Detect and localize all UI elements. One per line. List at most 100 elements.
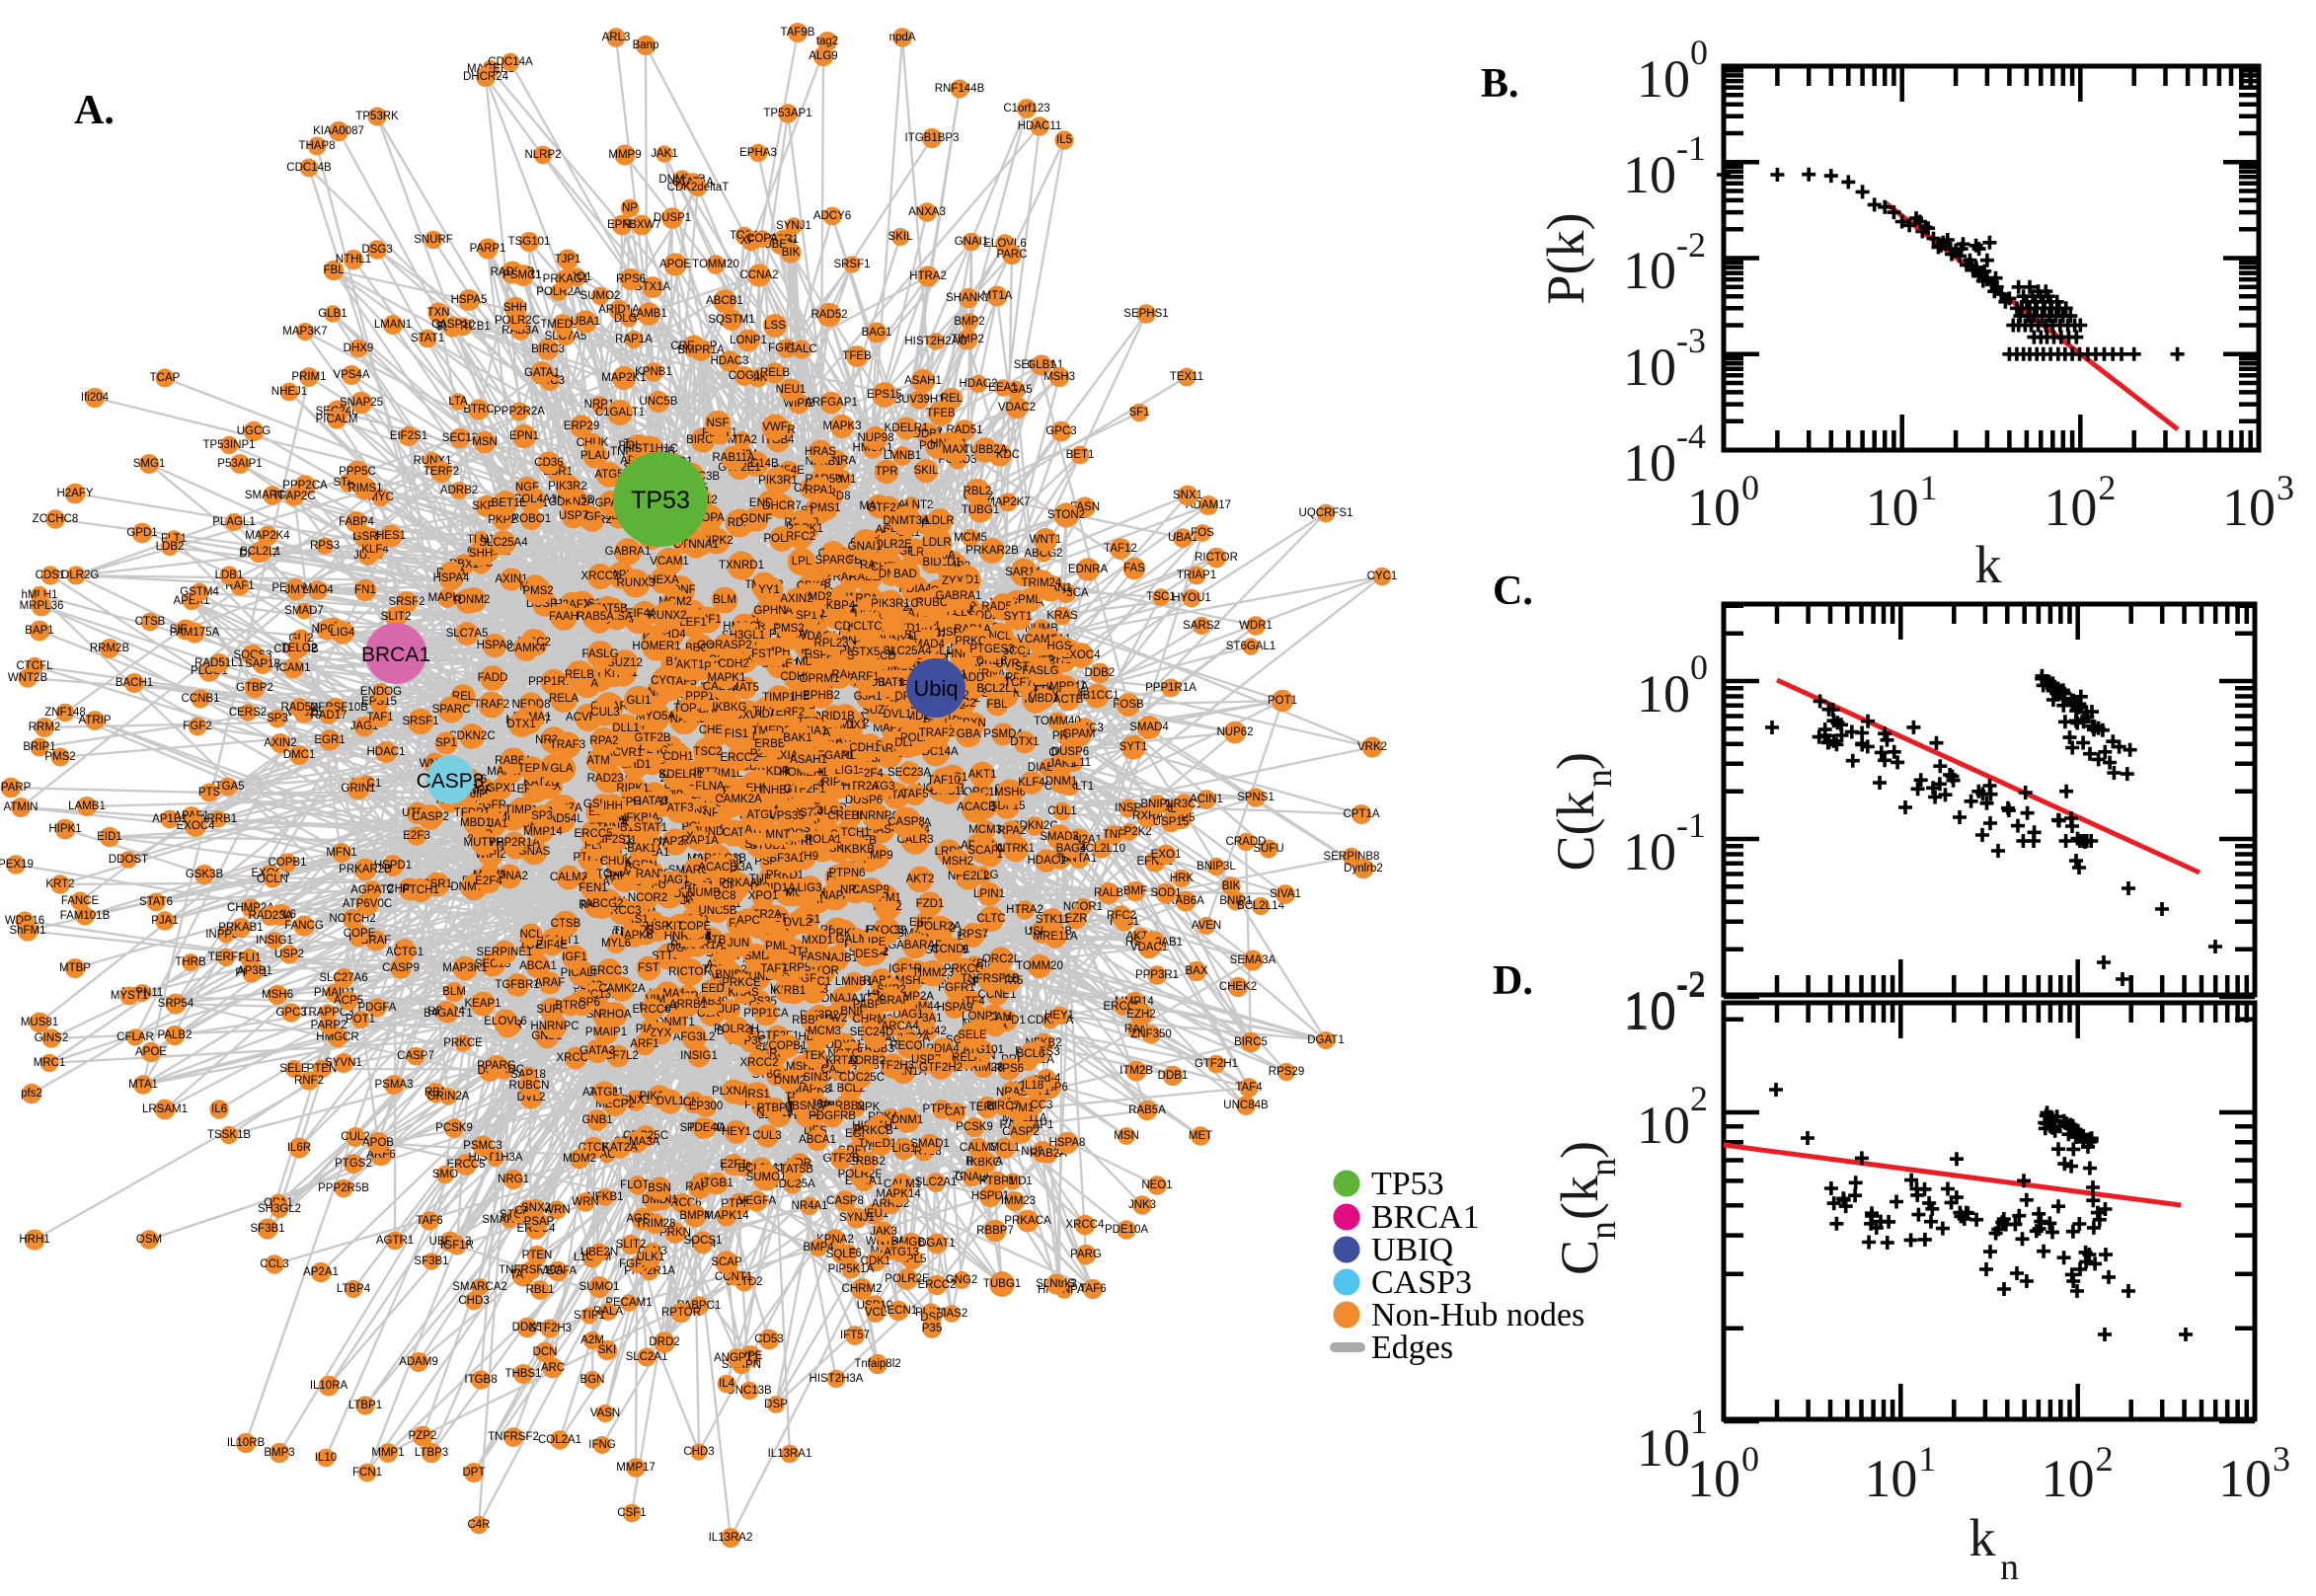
svg-text:LIG4: LIG4 <box>331 627 356 639</box>
svg-text:POT1: POT1 <box>346 1014 375 1026</box>
svg-text:BIRC3: BIRC3 <box>531 343 565 355</box>
svg-text:COPA: COPA <box>746 233 778 245</box>
svg-text:SMARCA2: SMARCA2 <box>452 1281 507 1293</box>
svg-text:MET: MET <box>1189 1130 1212 1142</box>
svg-text:ENDOG: ENDOG <box>360 686 402 698</box>
svg-text:TSG101: TSG101 <box>508 236 551 248</box>
svg-text:PRKAB1: PRKAB1 <box>218 922 263 934</box>
svg-text:FGF2: FGF2 <box>183 721 211 732</box>
svg-text:C1GALT1: C1GALT1 <box>595 407 645 418</box>
svg-text:GNB1: GNB1 <box>581 1114 612 1126</box>
svg-text:PSMC1: PSMC1 <box>502 269 542 281</box>
svg-text:HDAC3: HDAC3 <box>711 355 749 367</box>
svg-text:HSPD1: HSPD1 <box>971 1190 1009 1202</box>
svg-text:APOE: APOE <box>135 1046 167 1058</box>
svg-text:BAX: BAX <box>1185 965 1207 977</box>
svg-text:SRSF1: SRSF1 <box>402 716 438 727</box>
svg-text:CCNT1: CCNT1 <box>715 1271 752 1283</box>
svg-text:KLF4: KLF4 <box>361 544 389 556</box>
svg-text:TAF1: TAF1 <box>366 712 393 723</box>
svg-text:TFEB: TFEB <box>842 350 872 362</box>
svg-text:RBL1: RBL1 <box>526 1284 555 1296</box>
svg-text:NEU1: NEU1 <box>776 384 807 396</box>
svg-text:STAT6: STAT6 <box>139 896 173 908</box>
svg-text:TAF6: TAF6 <box>1079 1283 1106 1295</box>
svg-text:POT1: POT1 <box>1268 695 1297 707</box>
svg-text:CTSB: CTSB <box>135 616 166 628</box>
svg-text:SRSF2: SRSF2 <box>388 596 425 608</box>
svg-text:STON2: STON2 <box>1047 509 1085 521</box>
svg-text:HDAC1: HDAC1 <box>367 746 406 758</box>
svg-text:CTSB: CTSB <box>551 918 581 930</box>
svg-text:E2F3: E2F3 <box>403 830 430 842</box>
svg-text:PMAIP1: PMAIP1 <box>585 1026 627 1038</box>
svg-text:SNAP25: SNAP25 <box>340 397 383 409</box>
svg-text:BIK: BIK <box>782 247 801 259</box>
svg-text:LTA: LTA <box>448 396 468 408</box>
svg-text:PPP5C: PPP5C <box>339 466 376 478</box>
svg-text:NR4A1: NR4A1 <box>791 1200 827 1212</box>
svg-text:DHCR7: DHCR7 <box>762 500 802 512</box>
svg-text:RPS3: RPS3 <box>310 540 340 552</box>
svg-text:SYNJ1: SYNJ1 <box>839 1212 875 1224</box>
svg-text:UBE2N: UBE2N <box>580 1247 618 1258</box>
svg-text:SLC7A5: SLC7A5 <box>446 628 489 640</box>
svg-text:TAF4: TAF4 <box>1235 1082 1263 1094</box>
svg-text:SRSF1: SRSF1 <box>833 259 870 270</box>
svg-text:PCSK9: PCSK9 <box>435 1122 473 1134</box>
svg-text:SNX1: SNX1 <box>1173 490 1202 501</box>
svg-text:PPP2R2A: PPP2R2A <box>494 406 545 418</box>
svg-text:ST6GAL1: ST6GAL1 <box>1226 641 1276 652</box>
svg-text:DDB2: DDB2 <box>1085 667 1116 679</box>
svg-text:PSAP: PSAP <box>524 1216 555 1228</box>
svg-text:MSH6: MSH6 <box>262 989 293 1001</box>
svg-text:INSIG1: INSIG1 <box>680 1050 718 1062</box>
svg-text:PSMC3: PSMC3 <box>463 1140 502 1152</box>
svg-text:PCSK9: PCSK9 <box>956 1121 993 1133</box>
svg-text:TOMM20: TOMM20 <box>692 259 739 270</box>
svg-text:HEY1: HEY1 <box>1044 1010 1074 1022</box>
svg-text:SMAD7: SMAD7 <box>284 605 324 617</box>
svg-text:ADRB2: ADRB2 <box>440 485 478 496</box>
svg-text:FOS: FOS <box>1191 527 1214 539</box>
svg-text:LMAN1: LMAN1 <box>374 319 412 331</box>
svg-text:CHD3: CHD3 <box>683 1446 714 1458</box>
svg-text:BAG1: BAG1 <box>862 327 892 339</box>
svg-text:RAD52: RAD52 <box>811 309 847 321</box>
svg-text:PICALM: PICALM <box>316 414 358 425</box>
svg-text:FAS: FAS <box>1123 563 1145 574</box>
svg-text:VDAC2: VDAC2 <box>998 402 1036 414</box>
svg-text:SLC2A1: SLC2A1 <box>626 1351 668 1363</box>
svg-text:MCM5: MCM5 <box>954 532 987 544</box>
svg-text:MSN: MSN <box>1114 1130 1139 1142</box>
svg-text:MAP2K4: MAP2K4 <box>245 530 290 542</box>
svg-text:CHD3: CHD3 <box>458 1295 489 1307</box>
svg-text:DDB1: DDB1 <box>1158 1070 1189 1082</box>
svg-text:POLR2A: POLR2A <box>536 286 581 298</box>
svg-text:CCNB1: CCNB1 <box>182 693 220 705</box>
svg-text:SHH: SHH <box>469 548 493 560</box>
svg-text:MFN1: MFN1 <box>326 847 356 859</box>
svg-text:HIST2H2AC: HIST2H2AC <box>904 336 966 347</box>
svg-text:ROBO1: ROBO1 <box>511 513 551 525</box>
svg-text:TNFRSF10A: TNFRSF10A <box>499 1264 564 1276</box>
svg-text:PDE4D: PDE4D <box>687 1122 725 1134</box>
svg-text:GSK3B: GSK3B <box>186 869 224 880</box>
svg-text:TNF: TNF <box>1103 829 1124 841</box>
svg-text:CHRM2: CHRM2 <box>842 1283 883 1295</box>
svg-text:KEAP1: KEAP1 <box>464 998 501 1010</box>
svg-text:PPP1R1A: PPP1R1A <box>1145 682 1197 694</box>
svg-text:DGAT1: DGAT1 <box>1307 1034 1345 1046</box>
svg-text:HTRA2: HTRA2 <box>909 270 947 282</box>
svg-text:UNC5B: UNC5B <box>640 396 678 408</box>
svg-text:STIP1: STIP1 <box>574 1310 605 1322</box>
svg-text:RBBP7: RBBP7 <box>976 1225 1014 1237</box>
svg-text:EXO1: EXO1 <box>1151 849 1182 861</box>
svg-text:STAT1: STAT1 <box>411 333 444 344</box>
svg-text:EEA1: EEA1 <box>988 382 1017 394</box>
svg-text:HEY1: HEY1 <box>722 1126 751 1138</box>
svg-text:GPD1: GPD1 <box>126 527 157 539</box>
svg-text:GTF2H1: GTF2H1 <box>1195 1058 1238 1070</box>
svg-text:CUL1: CUL1 <box>1047 805 1076 817</box>
svg-text:TAF6: TAF6 <box>416 1215 442 1227</box>
